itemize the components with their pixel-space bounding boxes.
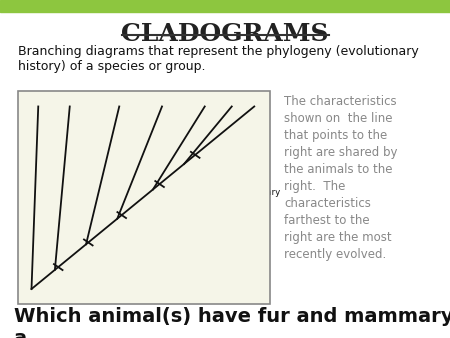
Text: The characteristics
shown on  the line
that points to the
right are shared by
th: The characteristics shown on the line th… xyxy=(284,95,398,261)
Text: Chimp: Chimp xyxy=(236,96,260,105)
Text: Feathers: Feathers xyxy=(194,161,231,170)
Text: Fur;
mammary
glands: Fur; mammary glands xyxy=(236,178,280,208)
Text: Jaws: Jaws xyxy=(70,268,89,276)
Text: Salamander: Salamander xyxy=(93,96,139,105)
Text: Lizard: Lizard xyxy=(148,96,171,105)
Text: Mouse: Mouse xyxy=(216,96,241,105)
Text: Which animal(s) have fur and mammary glands?
a: Which animal(s) have fur and mammary gla… xyxy=(14,307,450,338)
Text: Lungs: Lungs xyxy=(112,236,137,245)
Text: Hagfish: Hagfish xyxy=(22,96,52,105)
Text: Perch: Perch xyxy=(57,96,78,105)
Text: Pigeon: Pigeon xyxy=(189,96,215,105)
Text: Claws
or nails: Claws or nails xyxy=(154,204,185,223)
Text: CLADOGRAMS: CLADOGRAMS xyxy=(121,22,329,46)
Text: Branching diagrams that represent the phylogeny (evolutionary
history) of a spec: Branching diagrams that represent the ph… xyxy=(18,45,419,73)
